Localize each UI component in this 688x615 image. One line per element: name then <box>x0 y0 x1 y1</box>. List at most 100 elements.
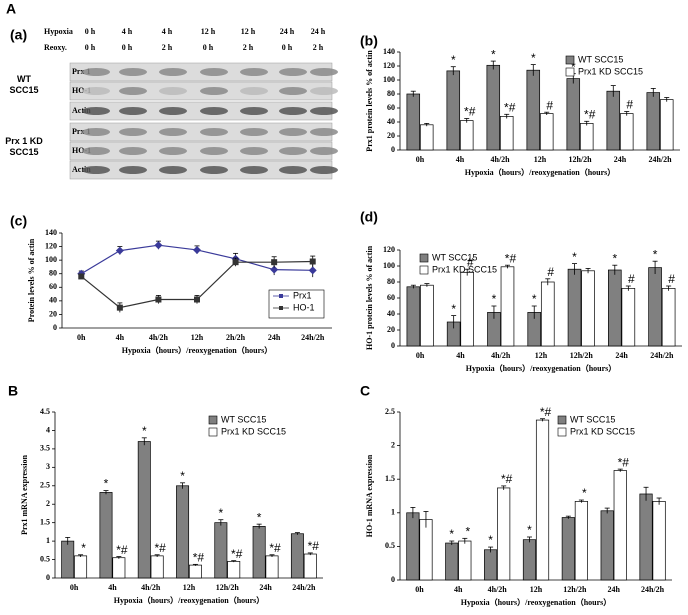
marker <box>154 241 163 250</box>
blot-band <box>159 107 187 115</box>
blot-band <box>310 166 338 174</box>
row-label: Actin <box>72 106 91 115</box>
significance: *# <box>154 541 166 555</box>
x-tick-label: 2h/2h <box>226 333 246 342</box>
x-tick-label: 4h <box>454 585 463 594</box>
x-tick-label: 24h/2h <box>648 155 672 164</box>
y-tick-label: 1.5 <box>40 517 50 526</box>
bar <box>621 288 636 347</box>
lane-label: 0 h <box>203 43 214 52</box>
significance: * <box>492 292 497 306</box>
bar <box>648 267 662 347</box>
bar <box>619 113 634 151</box>
y-tick-label: 20 <box>49 309 57 318</box>
bar <box>459 120 474 151</box>
bar <box>539 113 554 151</box>
blot-band <box>240 87 268 95</box>
significance: *# <box>584 107 596 121</box>
significance: * <box>653 247 658 261</box>
lane-label: 2 h <box>162 43 173 52</box>
bar <box>581 270 595 347</box>
legend-label: WT SCC15 <box>570 414 615 424</box>
significance: * <box>451 302 456 316</box>
blot-band <box>200 128 228 136</box>
bar <box>639 493 653 581</box>
bar <box>574 501 588 581</box>
y-tick-label: 100 <box>45 255 57 264</box>
y-axis-title: Protein levels % of actin <box>27 238 36 322</box>
significance: * <box>219 506 224 520</box>
x-axis-title: Hypoxia（hours）/reoxygenation（hours） <box>466 363 617 373</box>
bar <box>566 78 581 151</box>
blot-band <box>159 147 187 155</box>
bar <box>526 69 541 151</box>
significance: *# <box>540 405 552 419</box>
y-tick-label: 40 <box>49 296 57 305</box>
bar <box>406 93 421 151</box>
bar <box>499 116 514 151</box>
legend-swatch <box>557 427 567 437</box>
y-tick-label: 1 <box>46 536 50 545</box>
bar <box>445 542 459 581</box>
legend-swatch <box>208 415 218 425</box>
y-tick-label: 40 <box>387 117 395 126</box>
significance: # <box>547 265 554 279</box>
lane-label: 2 h <box>313 43 324 52</box>
y-tick-label: 20 <box>387 325 395 334</box>
blot-band <box>310 68 338 76</box>
bar <box>406 512 420 581</box>
x-tick-label: 12h <box>530 585 543 594</box>
significance: *# <box>193 551 205 565</box>
significance: * <box>451 53 456 67</box>
bar <box>227 561 241 579</box>
significance: # <box>467 255 474 269</box>
bar <box>613 470 627 581</box>
bar <box>303 553 317 579</box>
blot-band <box>279 128 307 136</box>
legend-label: Prx1 <box>293 290 312 300</box>
x-tick-label: 4h/2h <box>141 583 161 592</box>
legend-label: Prx1 KD SCC15 <box>578 66 643 76</box>
marker <box>193 245 201 254</box>
blot-band <box>119 166 147 174</box>
x-tick-label: 0h <box>70 583 79 592</box>
significance: * <box>491 47 496 61</box>
legend-swatch <box>419 265 429 275</box>
row-label: Actin <box>72 165 91 174</box>
significance: # <box>668 272 675 286</box>
bar <box>252 526 266 579</box>
bar <box>540 281 555 347</box>
y-tick-label: 0 <box>391 341 395 350</box>
y-tick-label: 0.5 <box>385 541 395 550</box>
blot-band <box>82 166 110 174</box>
legend-swatch <box>208 427 218 437</box>
significance: * <box>180 469 185 483</box>
blot-band <box>159 87 187 95</box>
bar <box>406 286 421 347</box>
legend-label: WT SCC15 <box>221 414 266 424</box>
significance: * <box>572 250 577 264</box>
bar <box>176 485 190 579</box>
bar <box>214 522 228 579</box>
y-tick-label: 60 <box>49 282 57 291</box>
bar <box>659 99 674 151</box>
y-tick-label: 4.5 <box>40 407 50 416</box>
group-name: WT SCC15 <box>9 74 39 95</box>
significance: *# <box>618 455 630 469</box>
x-tick-label: 24h <box>607 585 620 594</box>
lane-label: 24 h <box>280 27 295 36</box>
y-tick-label: 0.5 <box>40 554 50 563</box>
marker <box>155 296 162 303</box>
x-tick-label: 12h <box>191 333 204 342</box>
bar <box>150 555 164 579</box>
y-tick-label: 140 <box>45 228 57 237</box>
lane-label: 12 h <box>201 27 216 36</box>
marker <box>194 296 200 303</box>
x-tick-label: 0h <box>416 155 425 164</box>
y-tick-label: 2 <box>391 440 395 449</box>
x-tick-label: 0h <box>416 351 425 360</box>
x-tick-label: 24h <box>259 583 272 592</box>
blot-band <box>240 166 268 174</box>
y-tick-label: 1 <box>391 508 395 517</box>
x-tick-label: 12h/2h <box>568 155 592 164</box>
